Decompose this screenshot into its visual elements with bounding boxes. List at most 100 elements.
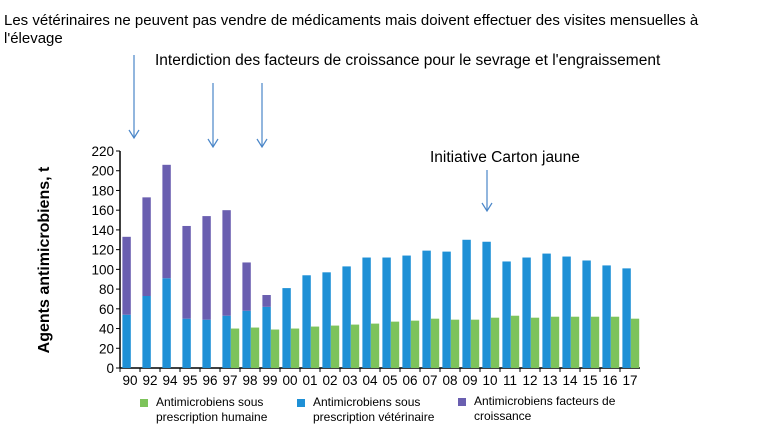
bar-veterinary <box>242 310 251 368</box>
y-tick-label: 200 <box>91 164 114 179</box>
x-tick-label: 17 <box>622 373 637 388</box>
bar-human <box>530 317 540 368</box>
bar-veterinary <box>422 250 431 368</box>
x-tick-label: 94 <box>162 373 178 388</box>
bar-human <box>630 318 640 368</box>
bar-veterinary <box>622 268 631 368</box>
annotation-growth-promoters: Interdiction des facteurs de croissance … <box>155 52 661 69</box>
bar-veterinary <box>542 253 551 368</box>
x-tick-label: 16 <box>602 373 617 388</box>
y-tick-label: 140 <box>91 223 114 238</box>
x-tick-label: 04 <box>362 373 378 388</box>
bar-growth-promoters <box>142 197 151 296</box>
bar-veterinary <box>482 241 491 368</box>
bar-veterinary <box>322 272 331 368</box>
x-tick-label: 06 <box>402 373 417 388</box>
legend-label: Antimicrobiens sous prescription humaine <box>156 395 268 424</box>
bar-human <box>590 316 600 368</box>
bar-human <box>250 327 260 368</box>
y-tick-label: 120 <box>91 243 114 258</box>
arrow-head-icon <box>128 129 140 140</box>
x-tick-label: 02 <box>322 373 337 388</box>
bar-human <box>350 324 360 368</box>
x-tick-label: 00 <box>282 373 297 388</box>
bar-growth-promoters <box>262 295 271 307</box>
bar-human <box>510 315 520 368</box>
bar-veterinary <box>202 319 211 368</box>
legend-item: Antimicrobiens facteurs de croissance <box>458 394 633 424</box>
x-tick-label: 99 <box>262 373 277 388</box>
bar-veterinary <box>382 257 391 368</box>
x-tick-label: 90 <box>122 373 137 388</box>
x-tick-label: 98 <box>242 373 257 388</box>
bar-human <box>270 329 280 368</box>
bar-veterinary <box>282 288 291 368</box>
bar-human <box>430 318 440 368</box>
legend-label: Antimicrobiens sous prescription vétérin… <box>313 395 435 424</box>
bar-growth-promoters <box>202 216 211 320</box>
x-tick-label: 95 <box>182 373 197 388</box>
x-tick-label: 09 <box>462 373 477 388</box>
arrow-head-icon <box>256 138 268 149</box>
legend-label: Antimicrobiens facteurs de croissance <box>474 394 616 423</box>
bar-veterinary <box>182 318 191 368</box>
x-tick-label: 96 <box>202 373 217 388</box>
y-tick-label: 180 <box>91 183 114 198</box>
x-tick-label: 15 <box>582 373 597 388</box>
x-tick-label: 05 <box>382 373 397 388</box>
bar-human <box>390 321 400 368</box>
bar-veterinary <box>522 257 531 368</box>
x-tick-label: 13 <box>542 373 557 388</box>
legend-swatch <box>140 399 148 407</box>
bar-veterinary <box>582 260 591 368</box>
bar-veterinary <box>562 256 571 368</box>
bar-veterinary <box>342 266 351 368</box>
x-tick-label: 12 <box>522 373 537 388</box>
bar-veterinary <box>462 239 471 368</box>
bar-human <box>450 319 460 368</box>
bar-human <box>410 320 420 368</box>
bar-growth-promoters <box>122 236 131 315</box>
x-tick-label: 97 <box>222 373 237 388</box>
bar-veterinary <box>502 261 511 368</box>
bar-human <box>570 316 580 368</box>
bar-veterinary <box>302 275 311 368</box>
bar-veterinary <box>442 251 451 368</box>
bar-growth-promoters <box>182 225 191 319</box>
legend-swatch <box>297 399 305 407</box>
bar-human <box>290 328 300 368</box>
legend-item: Antimicrobiens sous prescription vétérin… <box>297 395 447 425</box>
x-tick-label: 14 <box>562 373 578 388</box>
y-axis-label: Agents antimicrobiens, t <box>36 166 53 353</box>
y-tick-label: 220 <box>91 144 114 159</box>
annotation-vets: Les vétérinaires ne peuvent pas vendre d… <box>4 12 699 47</box>
arrow-head-icon <box>207 138 219 149</box>
x-tick-label: 03 <box>342 373 357 388</box>
x-tick-label: 07 <box>422 373 437 388</box>
bar-human <box>470 319 480 368</box>
bar-veterinary <box>222 315 231 368</box>
bar-human <box>330 325 340 368</box>
y-tick-label: 60 <box>99 302 114 317</box>
bar-human <box>230 328 240 368</box>
bar-human <box>370 323 380 368</box>
bar-veterinary <box>262 306 271 368</box>
bar-veterinary <box>402 255 411 368</box>
bar-veterinary <box>122 314 131 368</box>
y-tick-label: 40 <box>99 322 114 337</box>
y-tick-label: 100 <box>91 262 114 277</box>
bar-veterinary <box>142 295 151 368</box>
legend-item: Antimicrobiens sous prescription humaine <box>140 395 290 425</box>
y-tick-label: 20 <box>99 341 114 356</box>
arrow-head-icon <box>481 202 493 213</box>
bar-veterinary <box>162 278 171 368</box>
y-tick-label: 160 <box>91 203 114 218</box>
bar-growth-promoters <box>242 262 251 311</box>
y-tick-label: 0 <box>106 361 114 376</box>
y-tick-label: 80 <box>99 282 114 297</box>
x-tick-label: 10 <box>482 373 497 388</box>
bar-growth-promoters <box>222 210 231 316</box>
bar-growth-promoters <box>162 164 171 279</box>
bar-veterinary <box>602 265 611 368</box>
